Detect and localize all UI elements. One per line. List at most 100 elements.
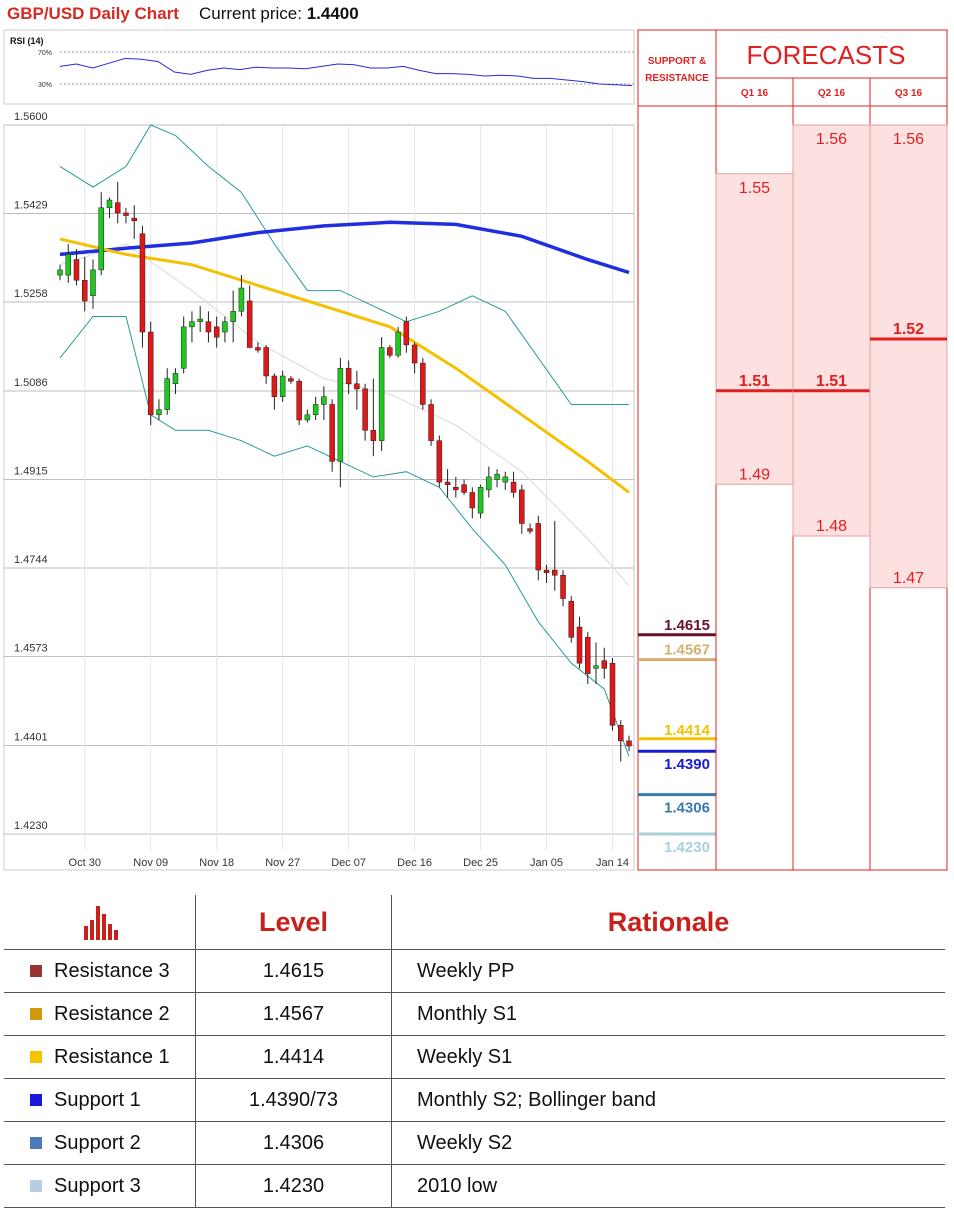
x-tick-label: Oct 30 (69, 857, 101, 869)
candlesticks (57, 181, 632, 762)
candle-body (312, 404, 319, 416)
candle (494, 469, 500, 488)
forecast-columns: Q1 16 1.55 1.51 1.49 Q2 16 1.56 1.51 1.48 Q3 16 1… (715, 78, 948, 870)
candle-body (213, 326, 220, 338)
candle (486, 466, 492, 498)
candle-body (139, 233, 146, 333)
x-tick-label: Nov 18 (199, 857, 234, 869)
x-tick-label: Jan 05 (530, 857, 563, 869)
candle-body (411, 344, 418, 364)
candle-body (502, 476, 509, 483)
candle (123, 207, 129, 224)
candle-body (444, 481, 451, 485)
candle-body (164, 378, 170, 410)
candle-body (420, 362, 426, 405)
candle (288, 375, 294, 384)
candle-body (156, 409, 162, 416)
level-color-swatch (30, 1094, 42, 1107)
candle-body (65, 254, 71, 276)
candle (601, 647, 608, 679)
level-color-swatch (30, 1137, 42, 1150)
rsi-series-line (59, 57, 633, 87)
y-tick-label: 1.4915 (14, 466, 48, 478)
candle (65, 244, 71, 283)
candle-body (486, 476, 492, 491)
candle-body (527, 528, 533, 532)
candle-body (428, 404, 434, 441)
y-tick-label: 1.5258 (14, 288, 48, 300)
candle (156, 399, 162, 420)
candle-body (329, 404, 335, 462)
table-row: Support 3 1.4230 2010 low (4, 1164, 945, 1208)
candle (461, 479, 467, 496)
forecast-high-label: 1.56 (816, 131, 847, 148)
candle (189, 311, 195, 343)
level-value: 1.4390/73 (195, 1078, 392, 1122)
sr-header-line1: SUPPORT & (648, 56, 706, 67)
candle-body (601, 660, 608, 669)
x-tick-label: Dec 16 (397, 857, 432, 869)
moving-average-yellow-line (59, 237, 630, 494)
candle-body (494, 474, 500, 480)
bar-chart-icon (83, 906, 118, 940)
y-tick-label: 1.4401 (14, 732, 48, 744)
candle-body (172, 373, 179, 385)
x-tick-label: Jan 14 (596, 857, 629, 869)
forecast-low-label: 1.49 (739, 466, 770, 483)
candle-body (263, 347, 269, 377)
candle (337, 357, 344, 488)
level-color-swatch (30, 1051, 42, 1064)
levels-table-header: Level Rationale (4, 895, 945, 950)
candle (81, 256, 88, 312)
table-row: Resistance 1 1.4414 Weekly S1 (4, 1035, 945, 1079)
candle (362, 383, 368, 441)
candle (321, 386, 327, 420)
level-value: 1.4615 (195, 949, 392, 993)
candle-body (387, 347, 393, 356)
forecast-quarter-label: Q3 16 (895, 88, 923, 99)
candle (131, 205, 137, 239)
candle-body (543, 569, 550, 573)
candle-body (609, 662, 616, 726)
levels-table: Level Rationale Resistance 3 1.4615 Weekly… (4, 895, 945, 1208)
level-value: 1.4230 (195, 1164, 392, 1208)
level-name-cell: Resistance 2 (4, 992, 196, 1036)
level-name-cell: Resistance 3 (4, 949, 196, 993)
candle (230, 290, 236, 343)
candle (222, 316, 228, 343)
rsi-label: RSI (14) (10, 36, 44, 46)
sr-levels: 1.4615 1.4567 1.4414 1.4390 1.4306 1.4230 (638, 617, 716, 856)
forecast-high-label: 1.55 (739, 180, 770, 197)
candle (304, 409, 311, 423)
candle-body (205, 321, 212, 333)
candle (453, 476, 459, 498)
candle (411, 342, 418, 374)
candle-body (106, 199, 113, 209)
sr-level-4: 1.4390 (638, 749, 716, 773)
candle-body (535, 523, 542, 571)
candle-body (626, 740, 632, 747)
candle (139, 225, 146, 348)
candle-body (321, 396, 327, 405)
candle-body (180, 326, 187, 369)
candle (263, 344, 269, 384)
current-price: Current price: 1.4400 (199, 4, 359, 24)
candle-body (131, 217, 137, 221)
candle (73, 249, 80, 286)
candle-body (453, 487, 459, 491)
sr-level-label: 1.4230 (664, 839, 710, 856)
candle (57, 264, 63, 281)
forecast-quarter-label: Q1 16 (741, 88, 769, 99)
table-row: Support 1 1.4390/73 Monthly S2; Bollinger … (4, 1078, 945, 1122)
forecast-low-label: 1.48 (816, 518, 847, 535)
candle-body (90, 269, 96, 297)
y-tick-label: 1.5086 (14, 377, 48, 389)
candle (345, 360, 352, 395)
candle-body (585, 637, 591, 674)
candle-body (57, 269, 63, 276)
moving-averages (59, 220, 630, 494)
forecasts-panel: FORECASTS Q1 16 1.55 1.51 1.49 Q2 16 1.56 1.51… (715, 29, 948, 871)
candle-body (436, 440, 443, 483)
candle-body (296, 380, 302, 421)
candle-body (255, 347, 261, 351)
